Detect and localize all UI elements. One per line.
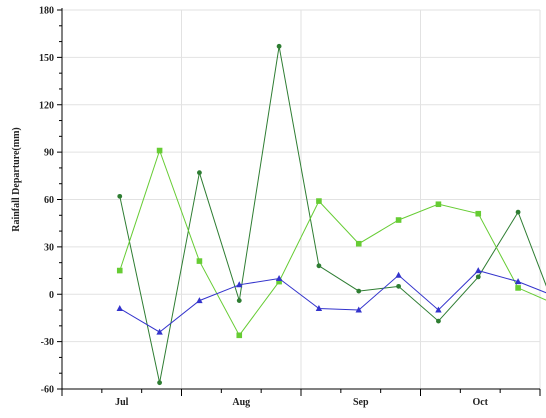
data-point: [475, 210, 482, 217]
x-tick-label-jul: Jul: [115, 397, 129, 408]
data-point: [116, 267, 123, 274]
y-tick-label: -30: [41, 337, 54, 348]
grid-lines: [62, 9, 541, 390]
series-line: [119, 270, 546, 333]
data-point: [316, 198, 322, 204]
y-tick-label: 90: [44, 148, 54, 159]
data-point: [156, 328, 163, 335]
y-tick-label: 150: [39, 53, 54, 64]
data-point: [355, 240, 362, 247]
x-axis-ticks: Jul Aug Sep Oct: [61, 389, 541, 408]
data-point: [157, 380, 162, 386]
data-point: [117, 193, 123, 199]
data-point: [355, 306, 362, 313]
series-line: [119, 46, 546, 383]
data-point: [475, 267, 482, 274]
data-point: [116, 304, 123, 311]
data-point: [435, 201, 442, 208]
data-point: [236, 298, 242, 303]
data-point: [515, 209, 521, 215]
y-tick-label: 60: [44, 195, 54, 206]
y-tick-label: 0: [49, 290, 54, 301]
x-tick-label-aug: Aug: [232, 397, 250, 408]
x-tick-label-sep: Sep: [353, 397, 369, 408]
data-point: [396, 283, 401, 289]
data-point: [276, 43, 282, 49]
series-line: [119, 148, 546, 337]
data-point: [436, 318, 441, 324]
data-point: [356, 288, 362, 294]
y-tick-label: -60: [41, 385, 54, 396]
series-layer: [116, 43, 546, 386]
data-point: [236, 281, 243, 288]
data-point: [435, 306, 442, 313]
y-tick-label: 120: [39, 100, 54, 111]
data-point: [315, 304, 323, 311]
data-point: [275, 274, 283, 281]
data-point: [196, 258, 203, 264]
data-point: [197, 170, 202, 176]
y-axis-label: Rainfall Departure(mm): [11, 127, 22, 232]
series-2: [116, 147, 546, 339]
data-point: [196, 297, 203, 304]
y-tick-label: 30: [44, 242, 54, 253]
data-point: [395, 271, 402, 278]
y-axis-ticks: -60 -30 0 30 60 90 120 150 180: [39, 6, 62, 396]
data-point: [316, 263, 322, 269]
series-1: [117, 43, 546, 386]
data-point: [514, 278, 522, 285]
x-tick-label-oct: Oct: [472, 397, 488, 408]
y-tick-label: 180: [39, 6, 54, 17]
data-point: [156, 147, 163, 154]
data-point: [475, 274, 481, 280]
data-point: [395, 217, 402, 223]
data-point: [276, 278, 282, 285]
data-point: [236, 332, 243, 339]
series-3: [116, 267, 546, 335]
data-point: [515, 285, 521, 291]
